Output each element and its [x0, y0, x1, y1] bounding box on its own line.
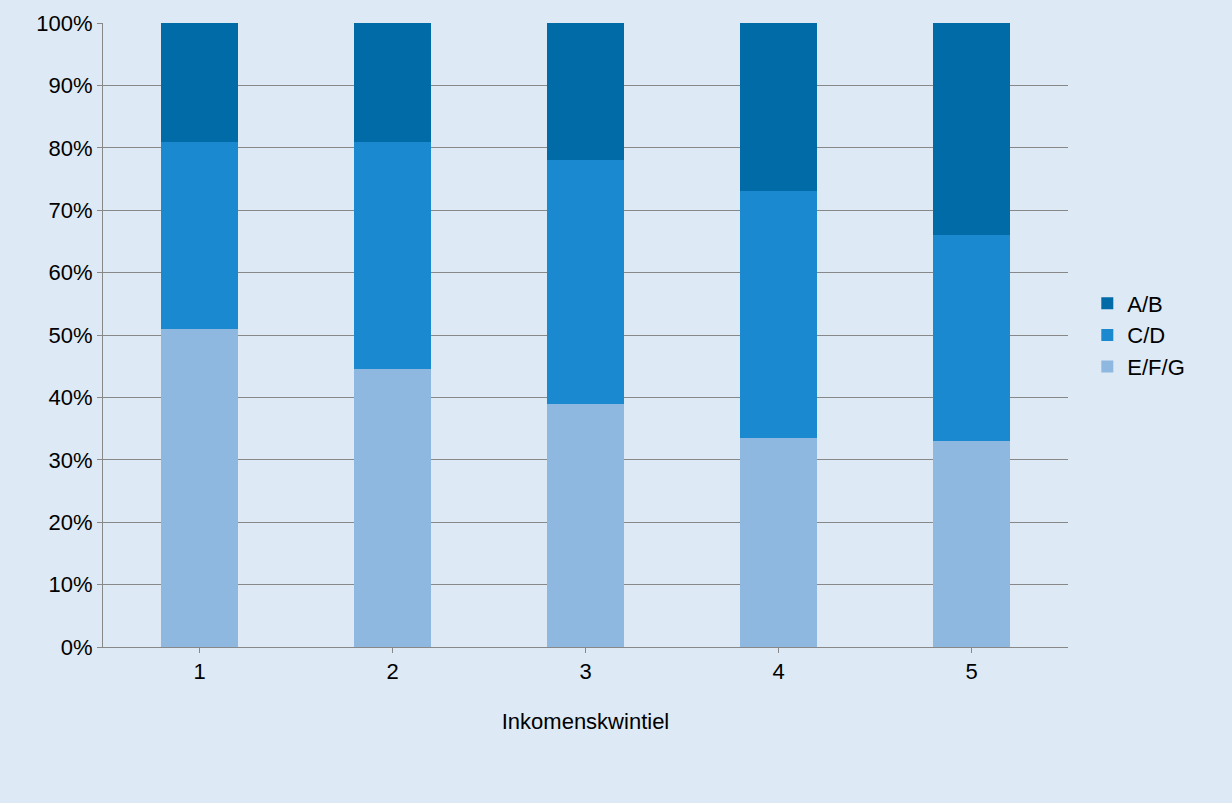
svg-text:5: 5 — [965, 659, 977, 684]
svg-text:30%: 30% — [49, 448, 93, 473]
svg-text:100%: 100% — [36, 11, 92, 36]
svg-text:60%: 60% — [49, 260, 93, 285]
svg-text:0%: 0% — [61, 635, 93, 660]
svg-text:20%: 20% — [49, 510, 93, 535]
svg-text:2: 2 — [386, 659, 398, 684]
svg-text:3: 3 — [579, 659, 591, 684]
svg-text:E/F/G: E/F/G — [1127, 355, 1184, 380]
svg-text:1: 1 — [193, 659, 205, 684]
svg-text:10%: 10% — [49, 572, 93, 597]
svg-text:50%: 50% — [49, 323, 93, 348]
svg-text:A/B: A/B — [1127, 292, 1162, 317]
svg-text:90%: 90% — [49, 73, 93, 98]
svg-text:80%: 80% — [49, 136, 93, 161]
svg-text:Inkomenskwintiel: Inkomenskwintiel — [502, 709, 670, 734]
svg-text:4: 4 — [772, 659, 784, 684]
svg-text:40%: 40% — [49, 385, 93, 410]
svg-text:70%: 70% — [49, 198, 93, 223]
svg-text:C/D: C/D — [1127, 323, 1165, 348]
